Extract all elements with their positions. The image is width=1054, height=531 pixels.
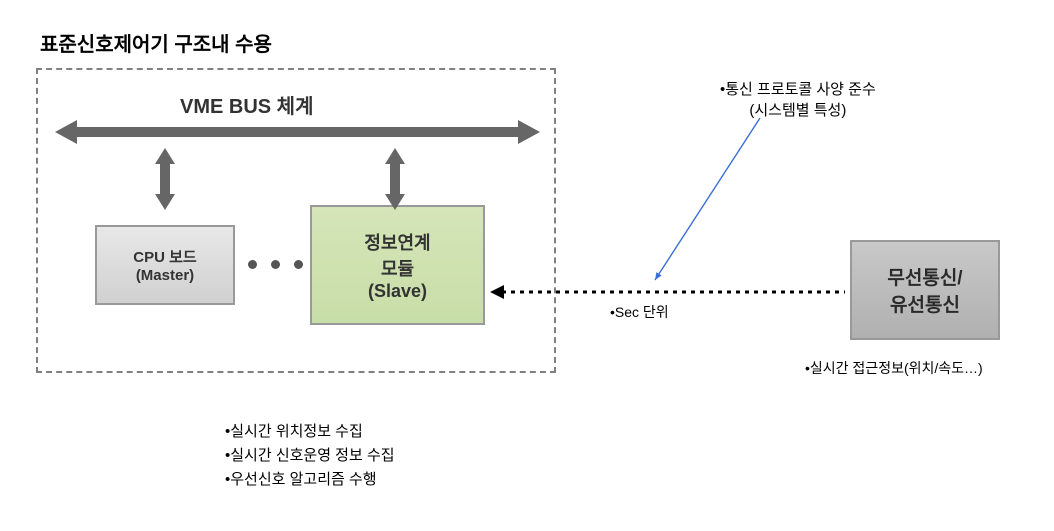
comm-box-line1: 무선통신/: [887, 263, 962, 290]
bottom-list-annotation: •실시간 위치정보 수집 •실시간 신호운영 정보 수집 •우선신호 알고리즘 …: [225, 420, 395, 492]
bottom-list-line1: •실시간 위치정보 수집: [225, 420, 395, 444]
slave-module-box: 정보연계 모듈 (Slave): [310, 205, 485, 325]
protocol-line1: •통신 프로토콜 사양 준수: [720, 78, 876, 99]
page-title: 표준신호제어기 구조내 수용: [40, 28, 272, 57]
cpu-box-line1: CPU 보드: [133, 246, 196, 267]
realtime-access-line: •실시간 접근정보(위치/속도…): [805, 358, 983, 378]
protocol-annotation: •통신 프로토콜 사양 준수 (시스템별 특성): [720, 78, 876, 120]
sec-unit-annotation: •Sec 단위: [610, 302, 669, 322]
slave-box-line3: (Slave): [368, 281, 427, 302]
bottom-list-line2: •실시간 신호운영 정보 수집: [225, 444, 395, 468]
dot-icon: [271, 260, 280, 269]
cpu-master-box: CPU 보드 (Master): [95, 225, 235, 305]
dot-icon: [248, 260, 257, 269]
sec-unit-line: •Sec 단위: [610, 302, 669, 322]
bus-label: VME BUS 체계: [180, 90, 313, 119]
comm-box-line2: 유선통신: [890, 290, 960, 317]
dot-icon: [294, 260, 303, 269]
slave-box-line2: 모듈: [381, 255, 414, 281]
bottom-list-line3: •우선신호 알고리즘 수행: [225, 468, 395, 492]
slave-box-line1: 정보연계: [364, 229, 430, 255]
realtime-access-annotation: •실시간 접근정보(위치/속도…): [805, 358, 983, 378]
cpu-box-line2: (Master): [136, 267, 194, 284]
comm-box: 무선통신/ 유선통신: [850, 240, 1000, 340]
ellipsis-dots: [248, 260, 303, 269]
protocol-line2: (시스템별 특성): [720, 99, 876, 120]
